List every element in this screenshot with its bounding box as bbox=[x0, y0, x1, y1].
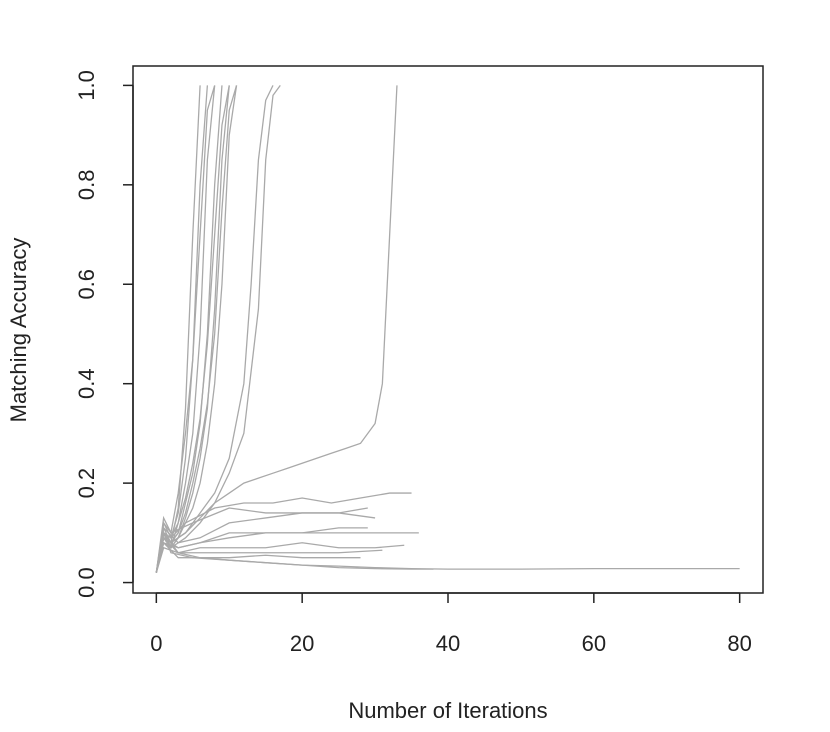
x-axis-label: Number of Iterations bbox=[348, 698, 547, 723]
series-line bbox=[155, 492, 412, 573]
series-line bbox=[155, 536, 361, 573]
y-tick-label: 0.2 bbox=[74, 468, 99, 499]
y-tick-label: 0.6 bbox=[74, 269, 99, 300]
y-tick-label: 1.0 bbox=[74, 70, 99, 101]
x-tick-label: 80 bbox=[727, 631, 751, 656]
x-tick-label: 40 bbox=[436, 631, 460, 656]
y-tick-label: 0.8 bbox=[74, 170, 99, 201]
series-line bbox=[155, 531, 405, 573]
series-line bbox=[155, 85, 398, 573]
series-line bbox=[155, 530, 740, 573]
x-tick-label: 0 bbox=[150, 631, 162, 656]
series-line bbox=[155, 546, 383, 573]
plot-frame bbox=[132, 65, 764, 594]
x-tick-label: 20 bbox=[290, 631, 314, 656]
y-tick-label: 0.0 bbox=[74, 567, 99, 598]
series-line bbox=[155, 541, 434, 573]
series-line bbox=[155, 85, 281, 573]
y-axis-label: Matching Accuracy bbox=[6, 238, 31, 423]
x-tick-label: 60 bbox=[582, 631, 606, 656]
y-tick-label: 0.4 bbox=[74, 368, 99, 399]
series-line bbox=[155, 507, 368, 573]
series-line bbox=[155, 85, 216, 573]
